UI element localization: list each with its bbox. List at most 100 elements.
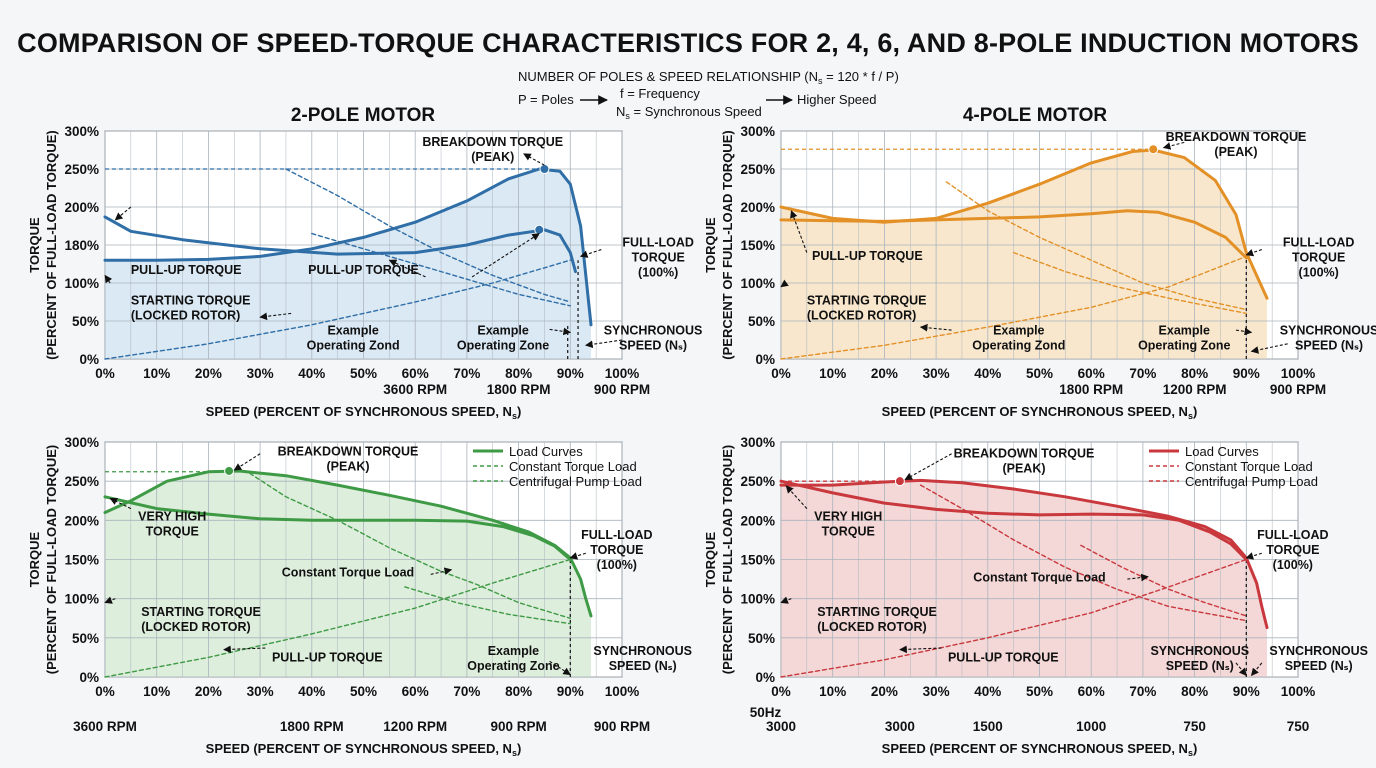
- x-tick-label: 60%: [1078, 684, 1105, 699]
- breakdown-point-marker: [894, 476, 905, 487]
- legend-label: Centrifugal Pump Load: [509, 474, 642, 489]
- annotation-label: SYNCHRONOUS SPEED (Nₛ): [593, 644, 692, 673]
- chart-panel-2: 0% 50% 100% 150% 200% 250% 300% 0% 10% 20% 30% 40% 5…: [703, 105, 1376, 421]
- chart-panel-4: 0% 50% 100% 150% 200% 250% 300% 0% 10% 20% 30% 40% 5…: [703, 435, 1368, 758]
- annotation-label: Example Operating Zone: [457, 324, 549, 353]
- higher-speed-label: Higher Speed: [797, 92, 877, 107]
- x-tick-label: 60%: [402, 366, 429, 381]
- y-axis-label: TORQUE: [27, 531, 42, 587]
- annotation-arrow: [109, 497, 132, 510]
- chart-title: 4-POLE MOTOR: [963, 105, 1108, 126]
- y-tick-label: 300%: [740, 124, 775, 139]
- annotation-label: STARTING TORQUE (LOCKED ROTOR): [141, 605, 261, 634]
- x-tick-label: 20%: [871, 366, 898, 381]
- rpm-label: 1200 RPM: [383, 719, 447, 734]
- x-tick-label: 0%: [95, 684, 115, 699]
- annotation-arrow: [585, 339, 623, 349]
- y-tick-label: 200%: [64, 200, 99, 215]
- legend-label: Constant Torque Load: [509, 459, 637, 474]
- x-tick-label: 90%: [1233, 366, 1260, 381]
- breakdown-point-marker: [534, 224, 545, 235]
- y-tick-label: 50%: [748, 314, 775, 329]
- x-tick-label: 80%: [1181, 684, 1208, 699]
- breakdown-point-marker: [224, 465, 235, 476]
- y-tick-label: 50%: [72, 631, 99, 646]
- x-tick-label: 90%: [1233, 684, 1260, 699]
- chart-panel-3: 0% 50% 100% 150% 200% 250% 300% 0% 10% 20% 30% 40% 5…: [27, 435, 692, 758]
- annotation-label: BREAKDOWN TORQUE (PEAK): [954, 447, 1095, 476]
- x-tick-label: 30%: [923, 366, 950, 381]
- annotation-arrow: [1245, 552, 1262, 560]
- relationship-header: NUMBER OF POLES & SPEED RELATIONSHIP (Ns…: [518, 69, 899, 86]
- annotation-label: FULL-LOAD TORQUE (100%): [1257, 528, 1329, 572]
- y-tick-label: 200%: [740, 200, 775, 215]
- y-tick-label: 100%: [64, 276, 99, 291]
- annotation-label: BREAKDOWN TORQUE (PEAK): [1166, 130, 1307, 159]
- y-tick-label: 300%: [64, 435, 99, 450]
- y-tick-label: 200%: [64, 513, 99, 528]
- torque-curve: [103, 215, 577, 274]
- x-tick-label: 80%: [505, 684, 532, 699]
- annotation-label: PULL-UP TORQUE: [948, 650, 1059, 664]
- panels: 0% 50% 100% 180% 200% 250% 300% 0% 10% 20% 30% 40% 5…: [27, 105, 1376, 758]
- rpm-label: 3000: [885, 719, 915, 734]
- load-curve-dashed: [919, 484, 1247, 622]
- annotation-label: Example Operating Zond: [972, 324, 1065, 353]
- rpm-label: 900 RPM: [490, 719, 546, 734]
- annotation-label: PULL-UP TORQUE: [812, 249, 923, 263]
- x-tick-label: 60%: [402, 684, 429, 699]
- annotation-arrow: [780, 279, 789, 288]
- y-axis-label: TORQUE: [703, 217, 718, 273]
- x-tick-label: 70%: [453, 366, 480, 381]
- frequency-label: f = Frequency: [620, 86, 700, 101]
- x-axis-label: SPEED (PERCENT OF SYNCHRONOUS SPEED, Ns): [206, 741, 522, 758]
- y-axis-label: (PERCENT OF FULL-LOAD TORQUE): [720, 445, 735, 674]
- y-tick-label: 300%: [64, 124, 99, 139]
- x-tick-label: 10%: [819, 684, 846, 699]
- y-axis-label: (PERCENT OF FULL-LOAD TORQUE): [44, 445, 59, 674]
- rpm-label: 750: [1183, 719, 1206, 734]
- x-tick-label: 90%: [557, 366, 584, 381]
- x-tick-label: 0%: [771, 684, 791, 699]
- rpm-label: 750: [1287, 719, 1310, 734]
- y-tick-label: 250%: [64, 162, 99, 177]
- x-tick-label: 50%: [350, 684, 377, 699]
- annotation-arrow: [1235, 327, 1253, 336]
- x-tick-label: 0%: [95, 366, 115, 381]
- annotation-label: FULL-LOAD TORQUE (100%): [622, 236, 694, 280]
- legend-label: Load Curves: [509, 444, 583, 459]
- annotation-arrow: [223, 645, 266, 654]
- rpm-label: 1200 RPM: [1163, 382, 1227, 397]
- y-tick-label: 50%: [748, 631, 775, 646]
- legend-label: Constant Torque Load: [1185, 459, 1313, 474]
- load-curve-dashed: [311, 232, 571, 307]
- annotation-label: SYNCHRONOUS SPEED (Nₛ): [1150, 644, 1249, 673]
- y-tick-label: 250%: [740, 474, 775, 489]
- poles-label: P = Poles: [518, 92, 574, 107]
- y-tick-label: 50%: [72, 314, 99, 329]
- load-curve-dashed: [104, 558, 571, 678]
- breakdown-point-marker: [1148, 144, 1159, 155]
- rpm-label: 900 RPM: [1270, 382, 1326, 397]
- x-tick-label: 100%: [605, 684, 640, 699]
- annotation-arrow: [579, 249, 602, 258]
- rpm-label: 1800 RPM: [1059, 382, 1123, 397]
- torque-area-fill: [781, 150, 1267, 359]
- annotation-arrow: [523, 153, 545, 166]
- annotation-label: FULL-LOAD TORQUE (100%): [1283, 236, 1355, 280]
- x-tick-label: 30%: [247, 366, 274, 381]
- y-tick-label: 200%: [740, 513, 775, 528]
- torque-area-fill: [105, 169, 591, 359]
- annotation-arrow: [785, 485, 808, 509]
- annotation-arrow: [104, 274, 113, 284]
- x-tick-label: 40%: [298, 684, 325, 699]
- annotation-label: SYNCHRONOUS SPEED (Nₛ): [604, 324, 703, 353]
- legend-label: Load Curves: [1185, 444, 1259, 459]
- x-tick-label: 10%: [143, 366, 170, 381]
- annotation-arrow: [1250, 662, 1263, 677]
- y-tick-label: 180%: [64, 238, 99, 253]
- y-tick-label: 100%: [64, 592, 99, 607]
- rpm-label: 900 RPM: [594, 382, 650, 397]
- y-axis-label: TORQUE: [27, 217, 42, 273]
